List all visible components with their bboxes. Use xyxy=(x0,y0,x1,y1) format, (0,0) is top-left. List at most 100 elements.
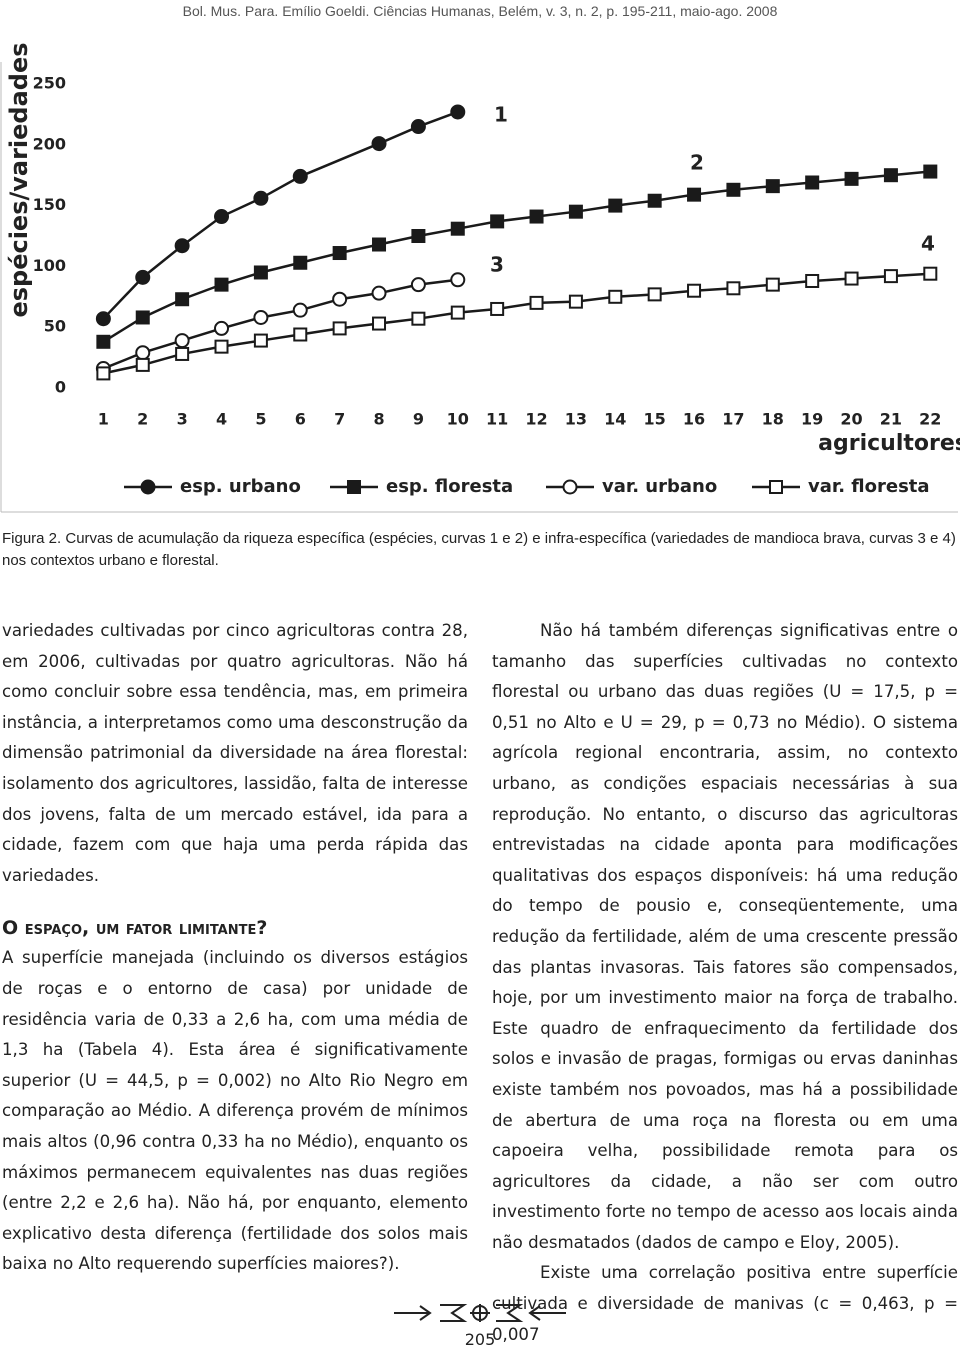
data-point xyxy=(410,119,426,135)
data-point xyxy=(253,190,269,206)
x-tick-label: 11 xyxy=(486,410,508,429)
x-tick-label: 19 xyxy=(801,410,823,429)
curve-label: 2 xyxy=(690,151,704,175)
data-point xyxy=(96,366,111,381)
legend-marker xyxy=(347,480,361,494)
x-tick-label: 10 xyxy=(447,410,469,429)
data-point xyxy=(293,255,308,270)
x-tick-label: 3 xyxy=(177,410,188,429)
legend-label: var. floresta xyxy=(808,476,930,497)
y-axis-title: espécies/variedades xyxy=(5,42,33,317)
paragraph: Não há também diferenças significativas … xyxy=(492,621,958,1252)
left-column: variedades cultivadas por cinco agricult… xyxy=(2,616,468,1280)
chart: espécies/variedades agricultores 1 2 3 4… xyxy=(0,42,960,513)
y-tick-label: 250 xyxy=(33,74,66,93)
data-point xyxy=(450,305,465,320)
data-point xyxy=(529,295,544,310)
data-point xyxy=(883,269,898,284)
data-point xyxy=(844,171,859,186)
data-point xyxy=(95,311,111,327)
x-tick-label: 4 xyxy=(216,410,227,429)
y-tick-label: 100 xyxy=(33,256,66,275)
data-point xyxy=(568,294,583,309)
page-number: 205 xyxy=(464,1330,496,1349)
data-point xyxy=(214,339,229,354)
x-tick-label: 7 xyxy=(334,410,345,429)
data-point xyxy=(332,291,348,307)
data-point xyxy=(687,283,702,298)
data-point xyxy=(647,287,662,302)
data-point xyxy=(214,277,229,292)
x-tick-label: 18 xyxy=(762,410,784,429)
data-point xyxy=(608,198,623,213)
paragraph: variedades cultivadas por cinco agricult… xyxy=(2,621,468,885)
data-point xyxy=(135,357,150,372)
x-tick-label: 2 xyxy=(137,410,148,429)
series-line xyxy=(102,170,931,343)
legend-marker xyxy=(562,479,578,495)
x-tick-label: 22 xyxy=(919,410,941,429)
y-tick-label: 0 xyxy=(55,378,66,397)
data-point xyxy=(765,277,780,292)
x-tick-label: 12 xyxy=(525,410,547,429)
data-point xyxy=(174,333,190,349)
data-point xyxy=(726,281,741,296)
x-tick-label: 14 xyxy=(604,410,626,429)
legend-label: var. urbano xyxy=(602,476,717,497)
data-point xyxy=(490,301,505,316)
data-point xyxy=(174,238,190,254)
x-tick-label: 6 xyxy=(295,410,306,429)
data-point xyxy=(372,237,387,252)
x-tick-label: 21 xyxy=(880,410,902,429)
data-point xyxy=(332,321,347,336)
paragraph: Existe uma correlação positiva entre sup… xyxy=(492,1263,958,1344)
data-point xyxy=(726,182,741,197)
data-point xyxy=(135,310,150,325)
data-point xyxy=(135,269,151,285)
x-tick-label: 20 xyxy=(840,410,862,429)
legend-marker xyxy=(769,480,783,494)
data-point xyxy=(410,277,426,293)
x-tick-label: 15 xyxy=(644,410,666,429)
right-column: Não há também diferenças significativas … xyxy=(492,616,958,1350)
x-tick-label: 5 xyxy=(255,410,266,429)
legend-marker xyxy=(140,479,156,495)
data-point xyxy=(923,164,938,179)
data-point xyxy=(450,221,465,236)
data-point xyxy=(411,229,426,243)
x-tick-label: 1 xyxy=(98,410,109,429)
data-point xyxy=(647,193,662,208)
running-header: Bol. Mus. Para. Emílio Goeldi. Ciências … xyxy=(182,3,778,19)
data-point xyxy=(96,334,111,349)
data-point xyxy=(844,271,859,286)
data-point xyxy=(175,292,190,307)
ornament xyxy=(394,1304,566,1322)
data-point xyxy=(332,246,347,261)
data-point xyxy=(371,136,387,152)
data-point xyxy=(292,168,308,184)
data-point xyxy=(372,316,387,331)
data-point xyxy=(568,204,583,219)
x-tick-label: 17 xyxy=(722,410,744,429)
data-point xyxy=(293,327,308,342)
data-point xyxy=(411,311,426,326)
data-point xyxy=(450,104,466,120)
data-point xyxy=(253,333,268,348)
data-point xyxy=(175,346,190,361)
x-axis-title: agricultores xyxy=(818,431,960,456)
legend-label: esp. urbano xyxy=(180,476,301,497)
x-tick-label: 16 xyxy=(683,410,705,429)
paragraph: A superfície manejada (incluindo os dive… xyxy=(2,948,468,1274)
data-point xyxy=(214,209,230,225)
data-point xyxy=(687,187,702,202)
x-tick-label: 13 xyxy=(565,410,587,429)
series-line xyxy=(102,278,458,370)
data-point xyxy=(765,179,780,194)
data-point xyxy=(805,273,820,288)
series-line xyxy=(103,272,931,375)
y-tick-label: 50 xyxy=(44,317,66,336)
data-point xyxy=(253,309,269,325)
curve-label: 1 xyxy=(494,103,508,127)
legend-label: esp. floresta xyxy=(386,476,513,497)
